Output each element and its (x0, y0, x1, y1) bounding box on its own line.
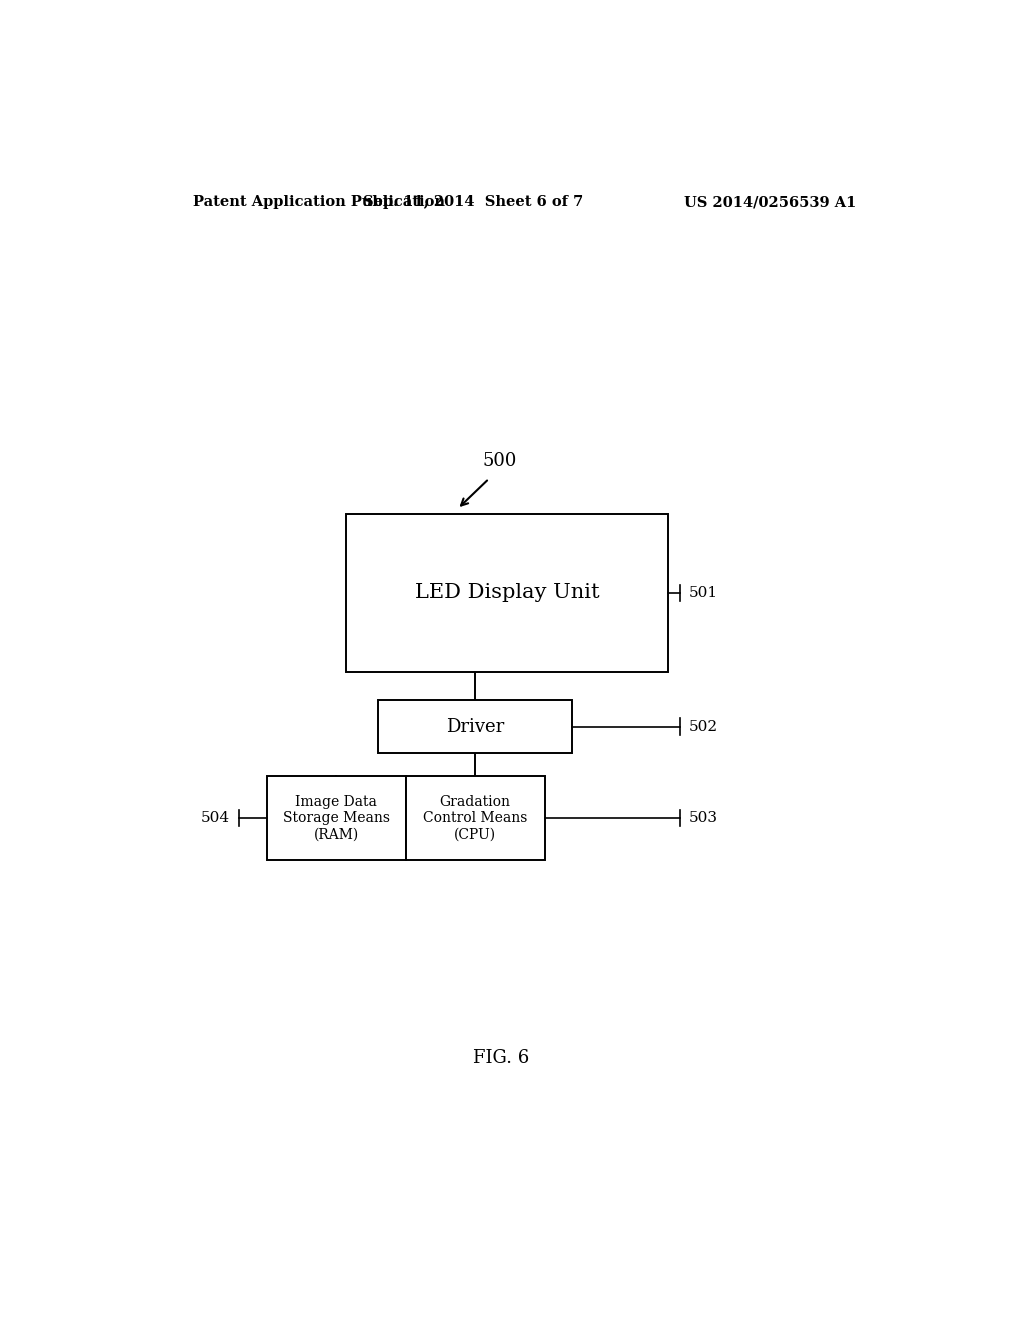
Text: LED Display Unit: LED Display Unit (415, 583, 599, 602)
Text: Image Data
Storage Means
(RAM): Image Data Storage Means (RAM) (283, 795, 390, 841)
Text: 500: 500 (482, 453, 516, 470)
Text: US 2014/0256539 A1: US 2014/0256539 A1 (684, 195, 856, 209)
Bar (406, 776, 545, 859)
Text: Patent Application Publication: Patent Application Publication (194, 195, 445, 209)
Text: Gradation
Control Means
(CPU): Gradation Control Means (CPU) (423, 795, 527, 841)
Bar (378, 700, 572, 752)
Bar (267, 776, 406, 859)
Text: 503: 503 (689, 810, 718, 825)
Text: Driver: Driver (446, 718, 505, 735)
Bar (346, 513, 668, 672)
Text: 501: 501 (689, 586, 718, 599)
Text: Sep. 11, 2014  Sheet 6 of 7: Sep. 11, 2014 Sheet 6 of 7 (364, 195, 584, 209)
Text: 502: 502 (689, 719, 718, 734)
Text: 504: 504 (201, 810, 229, 825)
Text: FIG. 6: FIG. 6 (473, 1049, 529, 1067)
